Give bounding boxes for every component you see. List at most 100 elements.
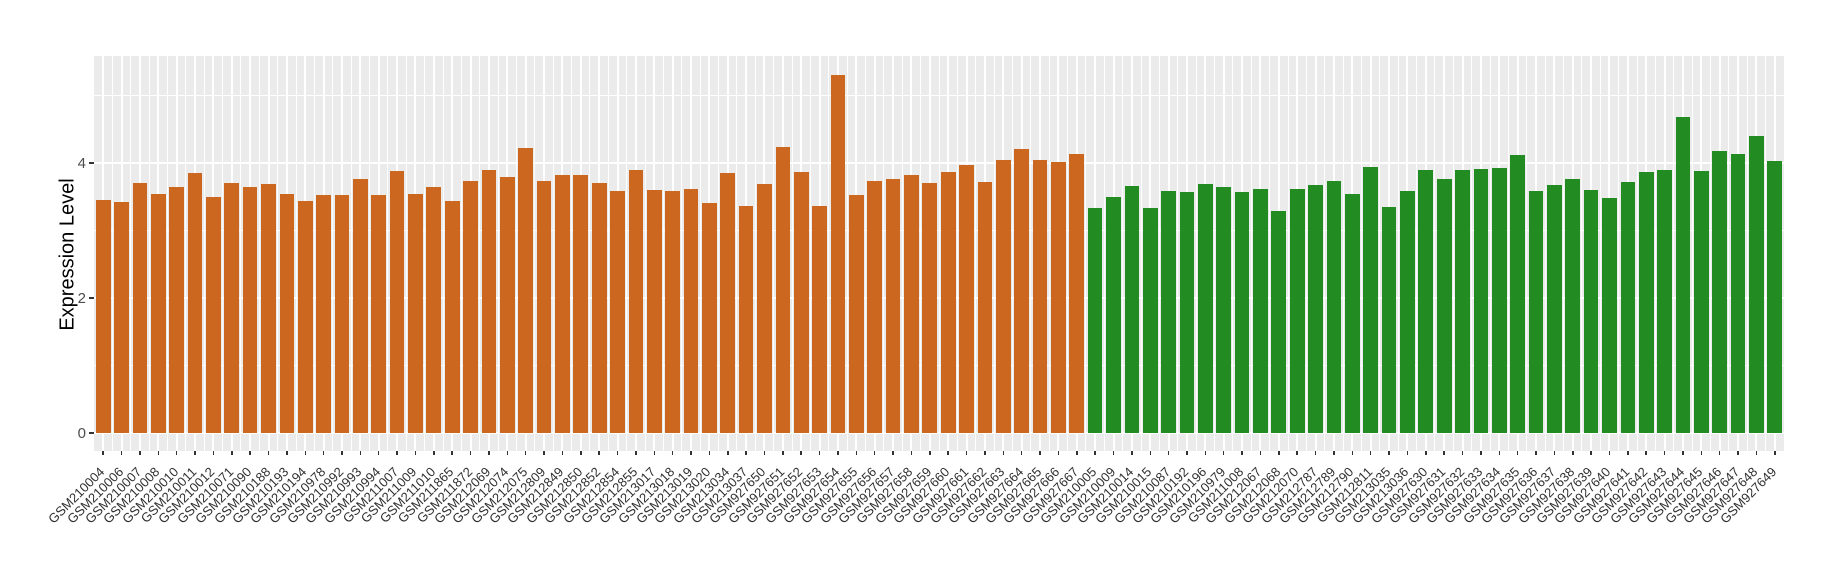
bar-GSM927650 [757,183,772,433]
bar-GSM210993 [353,179,368,433]
x-minor-gridline [166,56,168,451]
x-tick-mark [1498,451,1501,455]
x-tick-mark [1516,451,1519,455]
x-minor-gridline [993,56,995,451]
x-tick-mark [139,451,141,455]
x-tick-mark [892,451,894,455]
x-tick-mark [524,451,527,455]
x-tick-mark [396,451,398,455]
x-minor-gridline [1379,56,1381,451]
x-minor-gridline [424,56,426,451]
x-minor-gridline [1691,56,1693,451]
x-minor-gridline [1434,56,1436,451]
bar-GSM210071 [224,183,240,433]
x-minor-gridline [754,56,756,451]
x-minor-gridline [1140,56,1142,451]
x-minor-gridline [736,56,738,451]
x-tick-mark [1296,451,1298,455]
bar-GSM211008 [1234,192,1250,433]
x-minor-gridline [1728,56,1730,451]
x-tick-mark [1700,451,1703,455]
bar-GSM927640 [1602,198,1617,433]
x-tick-mark [1535,451,1537,455]
x-minor-gridline [1214,56,1216,451]
bar-GSM927662 [977,181,993,433]
bar-GSM212855 [628,170,644,433]
x-tick-mark [1039,451,1041,455]
x-tick-mark [1002,451,1005,455]
x-tick-mark [322,451,325,455]
bar-GSM927631 [1436,178,1452,433]
x-minor-gridline [1563,56,1565,451]
x-tick-mark [837,451,839,455]
x-tick-mark [286,451,288,455]
bar-GSM210188 [261,183,276,433]
x-tick-mark [708,451,711,455]
x-tick-mark [1020,451,1023,455]
bar-GSM927637 [1547,185,1562,433]
bar-GSM927641 [1620,181,1636,433]
bar-GSM927633 [1473,169,1489,433]
x-tick-mark [1645,451,1647,455]
x-minor-gridline [130,56,132,451]
bar-GSM927652 [793,171,809,433]
x-minor-gridline [1416,56,1418,451]
x-minor-gridline [883,56,885,451]
x-minor-gridline [865,56,867,451]
bar-GSM927663 [995,159,1011,433]
x-minor-gridline [920,56,922,451]
x-tick-mark [1663,451,1666,455]
bar-GSM927653 [812,206,827,433]
x-tick-mark [1443,451,1445,455]
x-minor-gridline [938,56,940,451]
bar-GSM210006 [114,202,129,433]
bar-GSM927639 [1583,190,1599,433]
x-tick-mark [212,451,215,455]
bar-GSM213018 [665,191,680,433]
x-minor-gridline [662,56,664,451]
x-minor-gridline [1305,56,1307,451]
x-minor-gridline [258,56,260,451]
x-minor-gridline [240,56,242,451]
bar-GSM927642 [1638,172,1654,433]
y-tick-label: 0 [77,424,86,442]
bar-GSM212849 [555,175,570,433]
bar-GSM212789 [1326,180,1342,433]
bar-GSM927665 [1032,159,1048,433]
bar-GSM927655 [848,194,864,433]
bar-GSM210087 [1161,191,1176,433]
x-minor-gridline [1324,56,1326,451]
bar-GSM212854 [610,190,625,433]
bar-GSM927630 [1418,170,1434,433]
x-tick-mark [249,451,251,455]
bar-GSM211865 [444,201,460,433]
x-tick-mark [1057,451,1060,455]
bar-GSM210192 [1179,192,1195,433]
x-minor-gridline [442,56,444,451]
x-tick-mark [1590,451,1592,455]
bar-GSM210978 [316,195,331,433]
bar-GSM211007 [389,171,405,433]
x-tick-mark [1241,451,1243,455]
x-minor-gridline [534,56,536,451]
x-minor-gridline [681,56,683,451]
x-minor-gridline [1544,56,1546,451]
x-minor-gridline [699,56,701,451]
x-minor-gridline [589,56,591,451]
x-minor-gridline [1048,56,1050,451]
plot-panel [94,56,1784,451]
x-tick-mark [1167,451,1170,455]
x-tick-mark [1755,451,1758,455]
x-minor-gridline [1673,56,1675,451]
x-minor-gridline [1342,56,1344,451]
y-axis-title: Expression Level [56,178,79,331]
x-minor-gridline [828,56,830,451]
bar-GSM211872 [463,181,478,433]
bar-GSM927647 [1730,154,1746,433]
x-minor-gridline [111,56,113,451]
bar-GSM927656 [867,180,883,433]
x-minor-gridline [460,56,462,451]
x-tick-mark [782,451,784,455]
bar-GSM211010 [426,187,442,433]
bar-GSM927638 [1565,179,1581,433]
